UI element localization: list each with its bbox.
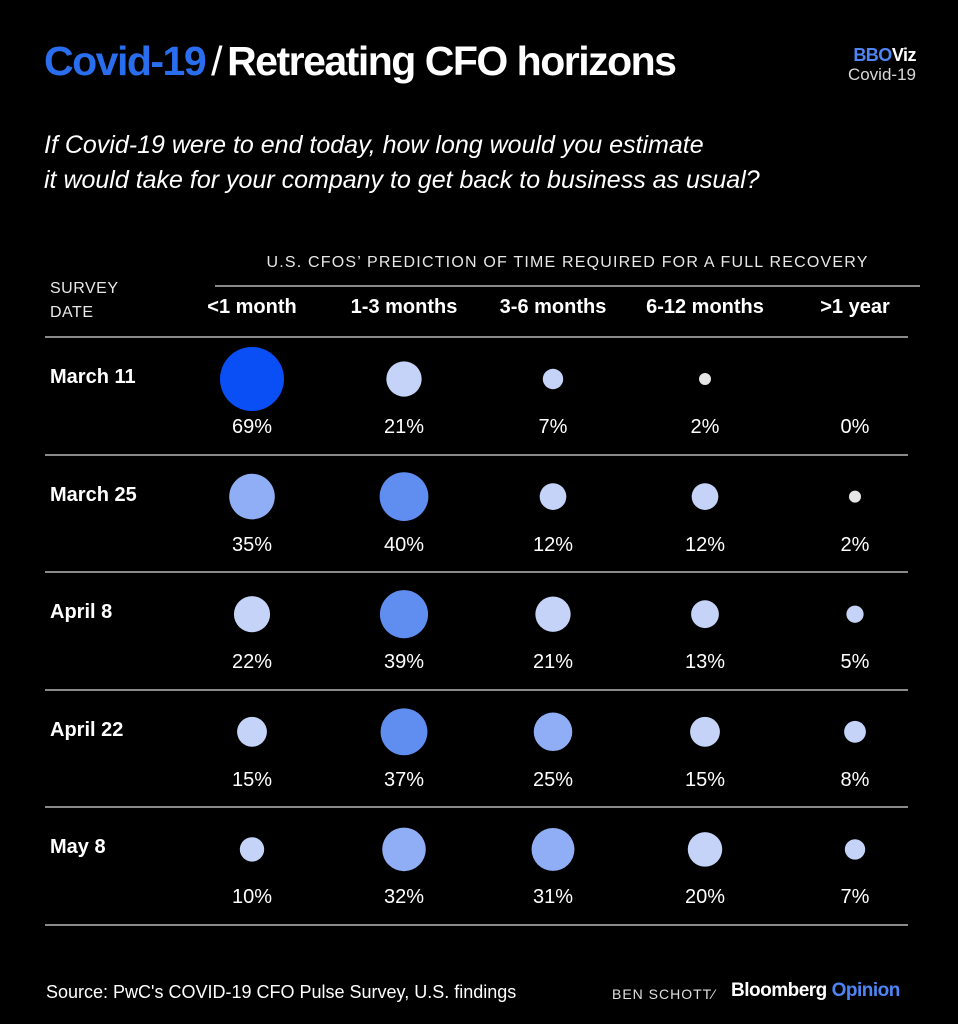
percent-label: 10% — [231, 886, 273, 909]
bubble — [386, 361, 422, 397]
percent-label: 5% — [840, 651, 870, 674]
percent-label: 25% — [532, 768, 574, 791]
percent-label: 0% — [840, 416, 870, 438]
bubble — [542, 368, 564, 390]
percent-label: 2% — [840, 533, 870, 556]
survey-label-line-2: DATE — [50, 304, 94, 321]
bubble — [687, 832, 723, 867]
survey-date-label: SURVEY DATE — [50, 277, 119, 325]
percent-label: 40% — [383, 533, 425, 556]
percent-label: 20% — [684, 886, 726, 909]
survey-label-line-1: SURVEY — [50, 280, 119, 297]
row-divider — [45, 924, 908, 926]
source-note: Source: PwC's COVID-19 CFO Pulse Survey,… — [46, 982, 517, 1002]
logo-opinion: Opinion — [831, 980, 901, 1001]
row-divider — [45, 336, 908, 338]
percent-label: 7% — [538, 416, 568, 438]
bubble — [846, 605, 864, 623]
percent-label: 21% — [383, 416, 425, 438]
chart-question: If Covid-19 were to end today, how long … — [44, 128, 924, 198]
percent-label: 31% — [532, 886, 574, 909]
bubble — [220, 347, 284, 411]
bubble — [233, 596, 271, 633]
column-header: <1 month — [207, 296, 297, 318]
bubble — [380, 708, 428, 756]
bboviz-logo: BBOViz Covid-19 — [847, 45, 917, 85]
question-line-1: If Covid-19 were to end today, how long … — [44, 131, 704, 159]
percent-label: 15% — [684, 768, 726, 791]
logo-viz: Viz — [891, 45, 917, 65]
question-line-2: it would take for your company to get ba… — [44, 166, 760, 194]
row-label: March 25 — [50, 483, 137, 506]
percent-label: 35% — [231, 533, 273, 556]
row-divider — [45, 806, 908, 809]
bubble — [535, 596, 571, 632]
percent-label: 8% — [840, 768, 870, 791]
percent-label: 7% — [840, 886, 870, 909]
percent-label: 12% — [684, 533, 726, 556]
bubble — [844, 839, 866, 860]
bubble — [691, 483, 719, 510]
byline: BEN SCHOTT⁄ — [612, 986, 716, 1002]
row-label: May 8 — [50, 836, 106, 859]
column-header: 3-6 months — [499, 296, 607, 318]
header-rule — [215, 285, 920, 287]
percent-label: 32% — [383, 886, 425, 909]
row-divider — [45, 453, 908, 456]
row-label: March 11 — [50, 366, 136, 388]
bubble — [229, 473, 275, 520]
bubble — [531, 827, 575, 871]
bubble — [690, 716, 720, 747]
bubble — [379, 590, 429, 639]
bubble — [849, 490, 861, 503]
percent-label: 15% — [231, 768, 273, 791]
logo-sub: Covid-19 — [847, 65, 916, 84]
bubble — [844, 720, 866, 743]
row-label: April 8 — [50, 601, 113, 624]
column-header: 1-3 months — [350, 296, 458, 318]
percent-label: 13% — [684, 651, 726, 674]
byline-name: BEN SCHOTT — [612, 986, 713, 1002]
title-main: Retreating CFO horizons — [227, 38, 677, 84]
logo-bloomberg: Bloomberg — [731, 980, 827, 1001]
percent-label: 21% — [532, 651, 574, 674]
row-label: April 22 — [50, 718, 124, 741]
column-header: >1 year — [820, 296, 890, 318]
byline-slash: ⁄ — [712, 986, 716, 1002]
page-title: Covid-19/Retreating CFO horizons — [44, 36, 677, 86]
title-accent: Covid-19 — [44, 38, 207, 84]
bubble — [533, 712, 573, 752]
percent-label: 69% — [231, 416, 273, 438]
percent-label: 2% — [690, 416, 720, 438]
title-separator: / — [211, 38, 222, 84]
percent-label: 37% — [383, 768, 425, 791]
bubble — [239, 837, 265, 862]
percent-label: 22% — [231, 651, 273, 674]
header-caption: U.S. CFOS’ PREDICTION OF TIME REQUIRED F… — [266, 254, 869, 271]
percent-label: 39% — [383, 651, 425, 674]
bubble — [539, 483, 567, 510]
bubble — [382, 827, 426, 872]
bubble — [379, 472, 429, 521]
bloomberg-opinion-logo: Bloomberg Opinion — [731, 980, 900, 1002]
bubble — [237, 716, 267, 747]
logo-bbo: BBO — [853, 45, 892, 65]
column-header: 6-12 months — [646, 296, 764, 318]
percent-label: 12% — [532, 533, 574, 556]
row-divider — [45, 571, 908, 574]
bubble — [691, 600, 719, 629]
row-divider — [45, 688, 908, 691]
bubble — [699, 373, 711, 385]
